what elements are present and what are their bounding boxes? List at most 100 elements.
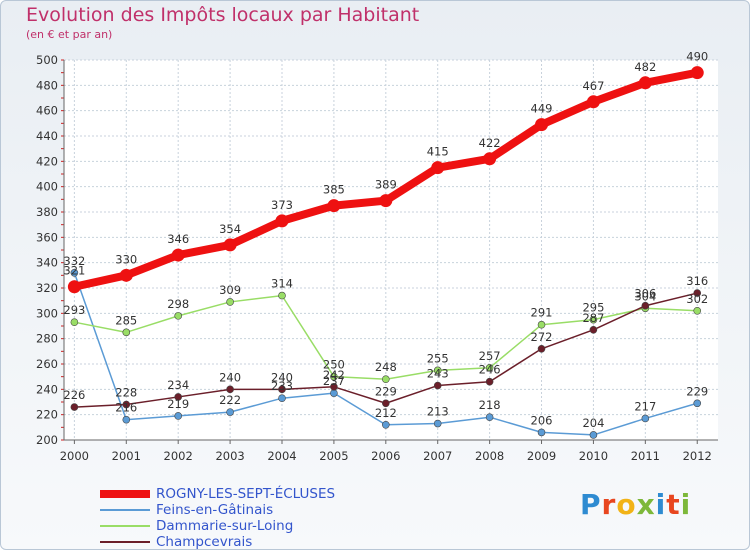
data-point bbox=[641, 301, 650, 310]
legend-swatch bbox=[100, 509, 150, 511]
y-tick-label: 440 bbox=[36, 129, 58, 143]
data-point bbox=[382, 399, 390, 408]
data-point bbox=[70, 318, 79, 327]
data-point bbox=[67, 280, 81, 294]
data-label: 217 bbox=[634, 399, 656, 413]
data-label: 219 bbox=[167, 397, 189, 411]
data-label: 229 bbox=[375, 384, 397, 398]
data-label: 373 bbox=[271, 198, 293, 212]
y-tick-label: 320 bbox=[36, 281, 58, 295]
data-point bbox=[278, 385, 286, 394]
logo-letter: t bbox=[666, 488, 681, 521]
data-label: 285 bbox=[115, 313, 137, 327]
chart-subtitle: (en € et par an) bbox=[26, 28, 113, 41]
data-label: 287 bbox=[582, 311, 604, 325]
data-label: 302 bbox=[686, 292, 708, 306]
data-point bbox=[226, 298, 234, 306]
data-label: 309 bbox=[219, 283, 241, 297]
y-tick-label: 460 bbox=[36, 104, 58, 118]
data-point bbox=[433, 419, 442, 428]
grid bbox=[64, 59, 718, 441]
data-label: 206 bbox=[531, 413, 553, 427]
y-tick-label: 220 bbox=[36, 408, 58, 422]
data-label: 240 bbox=[219, 370, 241, 384]
data-label: 242 bbox=[323, 368, 345, 382]
data-label: 257 bbox=[479, 349, 501, 363]
data-label: 467 bbox=[582, 79, 604, 93]
data-label: 346 bbox=[167, 232, 189, 246]
data-label: 389 bbox=[375, 178, 397, 192]
logo-letter: i bbox=[655, 488, 667, 521]
data-label: 248 bbox=[375, 360, 397, 374]
legend-swatch bbox=[100, 541, 150, 543]
data-point bbox=[278, 394, 286, 403]
data-label: 250 bbox=[323, 358, 345, 372]
data-label: 482 bbox=[634, 60, 656, 74]
data-label: 298 bbox=[167, 297, 189, 311]
data-point bbox=[690, 66, 704, 80]
data-label: 332 bbox=[63, 254, 85, 268]
data-label: 415 bbox=[427, 145, 449, 159]
x-tick-label: 2011 bbox=[631, 449, 660, 463]
data-label: 229 bbox=[686, 384, 708, 398]
legend-item: Feins-en-Gâtinais bbox=[100, 502, 400, 518]
data-label: 330 bbox=[115, 252, 137, 266]
data-point bbox=[330, 389, 338, 397]
data-label: 490 bbox=[686, 50, 708, 64]
data-label: 216 bbox=[115, 401, 137, 415]
data-point bbox=[638, 76, 652, 90]
data-label: 218 bbox=[479, 398, 501, 412]
y-tick-label: 200 bbox=[36, 433, 58, 447]
data-label: 255 bbox=[427, 351, 449, 365]
data-label: 246 bbox=[479, 363, 501, 377]
data-label: 295 bbox=[582, 301, 604, 315]
data-label: 304 bbox=[634, 289, 656, 303]
data-label: 291 bbox=[531, 306, 553, 320]
x-tick-label: 2008 bbox=[475, 449, 504, 463]
legend-swatch bbox=[100, 490, 150, 498]
data-point bbox=[174, 393, 182, 401]
data-label: 272 bbox=[531, 330, 553, 344]
chart-title: Evolution des Impôts locaux par Habitant bbox=[26, 4, 420, 26]
data-point bbox=[537, 320, 546, 329]
data-point bbox=[226, 385, 234, 394]
data-labels: 332 216 219 222 233 237 212 213 218 206 204 217 229 2… bbox=[63, 50, 708, 430]
y-tick-label: 400 bbox=[36, 180, 58, 194]
data-point bbox=[589, 315, 598, 324]
x-tick-label: 2009 bbox=[527, 449, 556, 463]
x-tick-label: 2005 bbox=[319, 449, 348, 463]
data-point bbox=[641, 414, 650, 423]
x-tick-label: 2004 bbox=[267, 449, 296, 463]
legend-item: Champcevrais bbox=[100, 534, 400, 550]
data-point bbox=[122, 415, 131, 424]
data-point bbox=[382, 420, 390, 429]
y-tick-label: 300 bbox=[36, 306, 58, 320]
data-point bbox=[589, 431, 598, 439]
logo-letter: P bbox=[580, 488, 602, 521]
legend-swatch bbox=[100, 525, 150, 527]
y-tick-label: 260 bbox=[36, 357, 58, 371]
y-tick-label: 280 bbox=[36, 332, 58, 346]
y-tick-label: 420 bbox=[36, 154, 58, 168]
data-label: 237 bbox=[323, 374, 345, 388]
data-point bbox=[226, 408, 234, 416]
data-point bbox=[483, 152, 497, 166]
data-point bbox=[485, 377, 494, 386]
data-point bbox=[278, 291, 286, 300]
data-label: 293 bbox=[63, 303, 85, 317]
data-label: 240 bbox=[271, 370, 293, 384]
data-point bbox=[693, 399, 702, 408]
data-point bbox=[535, 118, 549, 132]
logo-letter: i bbox=[680, 488, 692, 521]
y-tick-label: 480 bbox=[36, 78, 58, 92]
logo-letter: x bbox=[636, 488, 656, 521]
data-label: 422 bbox=[479, 136, 501, 150]
data-point bbox=[70, 403, 79, 411]
legend: ROGNY-LES-SEPT-ÉCLUSES Feins-en-Gâtinais D… bbox=[100, 486, 400, 550]
x-tick-label: 2002 bbox=[164, 449, 193, 463]
data-point bbox=[693, 289, 702, 297]
data-point bbox=[327, 199, 341, 213]
data-label: 354 bbox=[219, 222, 241, 236]
data-point bbox=[537, 428, 546, 437]
data-point bbox=[589, 325, 598, 334]
